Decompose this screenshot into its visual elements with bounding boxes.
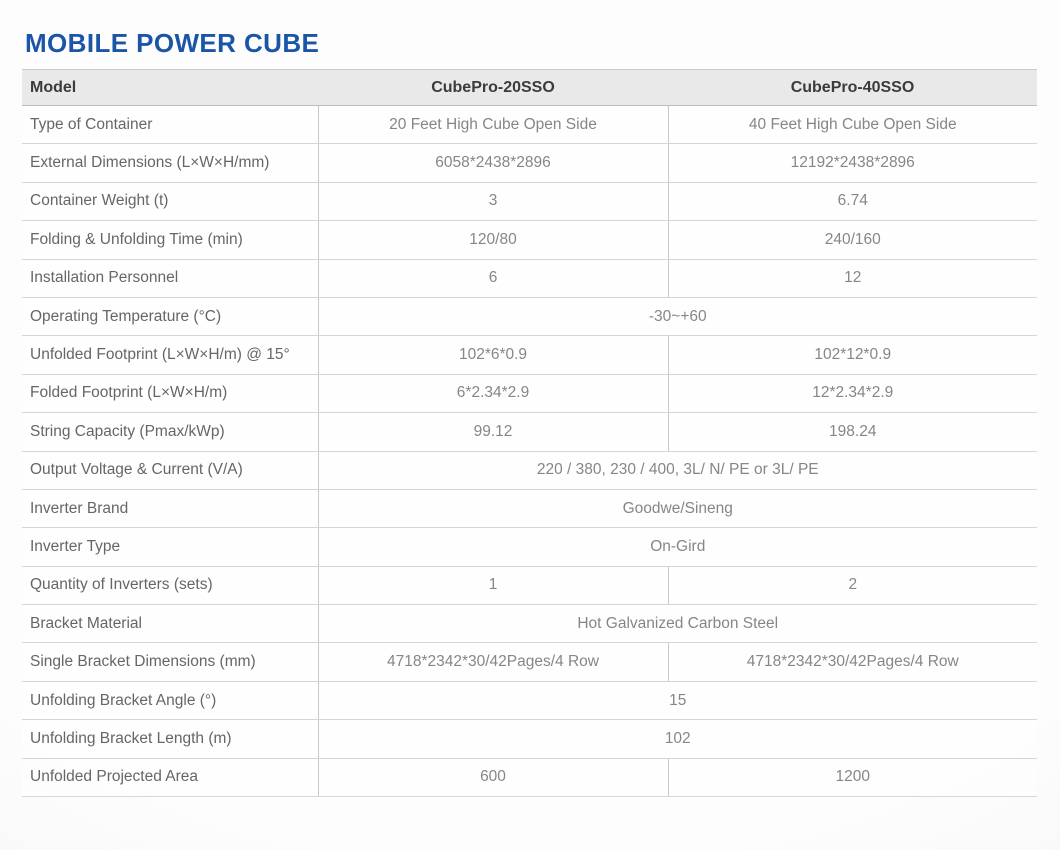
table-row: Unfolding Bracket Length (m) 102 [22, 719, 1037, 759]
spec-label: Folding & Unfolding Time (min) [22, 220, 319, 260]
table-row: Bracket Material Hot Galvanized Carbon S… [22, 604, 1037, 644]
spec-value-20sso: 102*6*0.9 [318, 335, 669, 375]
spec-value-40sso: 240/160 [668, 220, 1037, 260]
table-header-row: Model CubePro-20SSO CubePro-40SSO [22, 69, 1037, 106]
spec-value-span: -30~+60 [318, 297, 1037, 337]
table-row: Unfolded Footprint (L×W×H/m) @ 15° 102*6… [22, 335, 1037, 375]
spec-value-40sso: 6.74 [668, 182, 1037, 222]
table-row: Type of Container 20 Feet High Cube Open… [22, 105, 1037, 145]
spec-value-40sso: 12192*2438*2896 [668, 143, 1037, 183]
spec-table: Model CubePro-20SSO CubePro-40SSO Type o… [22, 69, 1037, 798]
spec-label: Unfolding Bracket Angle (°) [22, 681, 319, 721]
table-row: Installation Personnel 6 12 [22, 259, 1037, 298]
table-row: Folded Footprint (L×W×H/m) 6*2.34*2.9 12… [22, 374, 1037, 414]
spec-value-40sso: 102*12*0.9 [668, 335, 1037, 375]
table-row: Folding & Unfolding Time (min) 120/80 24… [22, 220, 1037, 260]
table-row: Container Weight (t) 3 6.74 [22, 182, 1037, 222]
spec-value-40sso: 198.24 [668, 412, 1037, 452]
header-model-label: Model [22, 69, 318, 106]
table-row: Unfolding Bracket Angle (°) 15 [22, 681, 1037, 721]
spec-label: External Dimensions (L×W×H/mm) [22, 143, 319, 183]
table-row: Operating Temperature (°C) -30~+60 [22, 297, 1037, 337]
spec-label: Unfolded Footprint (L×W×H/m) @ 15° [22, 335, 319, 375]
spec-value-span: 15 [318, 681, 1037, 721]
spec-value-span: On-Gird [318, 527, 1037, 567]
spec-value-20sso: 120/80 [318, 220, 669, 260]
header-product-20sso: CubePro-20SSO [318, 69, 668, 106]
spec-label: Installation Personnel [22, 259, 319, 298]
spec-value-20sso: 4718*2342*30/42Pages/4 Row [318, 642, 669, 682]
spec-label: Output Voltage & Current (V/A) [22, 451, 319, 490]
spec-label: Single Bracket Dimensions (mm) [22, 642, 319, 682]
spec-value-20sso: 6*2.34*2.9 [318, 374, 669, 414]
page-container: MOBILE POWER CUBE Model CubePro-20SSO Cu… [22, 28, 1037, 798]
spec-value-20sso: 3 [318, 182, 669, 222]
spec-value-20sso: 6 [318, 259, 669, 298]
table-row: Unfolded Projected Area 600 1200 [22, 758, 1037, 798]
table-row: String Capacity (Pmax/kWp) 99.12 198.24 [22, 412, 1037, 452]
spec-value-span: 220 / 380, 230 / 400, 3L/ N/ PE or 3L/ P… [318, 451, 1037, 490]
spec-value-20sso: 20 Feet High Cube Open Side [318, 105, 669, 145]
spec-label: Operating Temperature (°C) [22, 297, 319, 337]
table-row: Inverter Brand Goodwe/Sineng [22, 489, 1037, 529]
spec-value-40sso: 1200 [668, 758, 1037, 798]
spec-label: Inverter Type [22, 527, 319, 567]
table-row: Quantity of Inverters (sets) 1 2 [22, 566, 1037, 606]
spec-label: Container Weight (t) [22, 182, 319, 222]
spec-label: Quantity of Inverters (sets) [22, 566, 319, 606]
spec-label: String Capacity (Pmax/kWp) [22, 412, 319, 452]
spec-value-20sso: 1 [318, 566, 669, 606]
spec-value-20sso: 600 [318, 758, 669, 798]
page-title: MOBILE POWER CUBE [25, 28, 320, 58]
spec-value-20sso: 99.12 [318, 412, 669, 452]
spec-value-span: 102 [318, 719, 1037, 759]
header-product-40sso: CubePro-40SSO [668, 69, 1037, 106]
spec-label: Unfolded Projected Area [22, 758, 319, 798]
spec-label: Type of Container [22, 105, 319, 145]
spec-value-span: Goodwe/Sineng [318, 489, 1037, 529]
spec-label: Folded Footprint (L×W×H/m) [22, 374, 319, 414]
spec-value-40sso: 2 [668, 566, 1037, 606]
spec-label: Bracket Material [22, 604, 319, 644]
table-row: Inverter Type On-Gird [22, 527, 1037, 567]
spec-label: Inverter Brand [22, 489, 319, 529]
table-row: Single Bracket Dimensions (mm) 4718*2342… [22, 642, 1037, 682]
spec-value-40sso: 40 Feet High Cube Open Side [668, 105, 1037, 145]
table-row: Output Voltage & Current (V/A) 220 / 380… [22, 451, 1037, 490]
spec-value-20sso: 6058*2438*2896 [318, 143, 669, 183]
spec-value-span: Hot Galvanized Carbon Steel [318, 604, 1037, 644]
spec-label: Unfolding Bracket Length (m) [22, 719, 319, 759]
table-row: External Dimensions (L×W×H/mm) 6058*2438… [22, 143, 1037, 183]
spec-value-40sso: 12 [668, 259, 1037, 298]
spec-value-40sso: 4718*2342*30/42Pages/4 Row [668, 642, 1037, 682]
spec-value-40sso: 12*2.34*2.9 [668, 374, 1037, 414]
